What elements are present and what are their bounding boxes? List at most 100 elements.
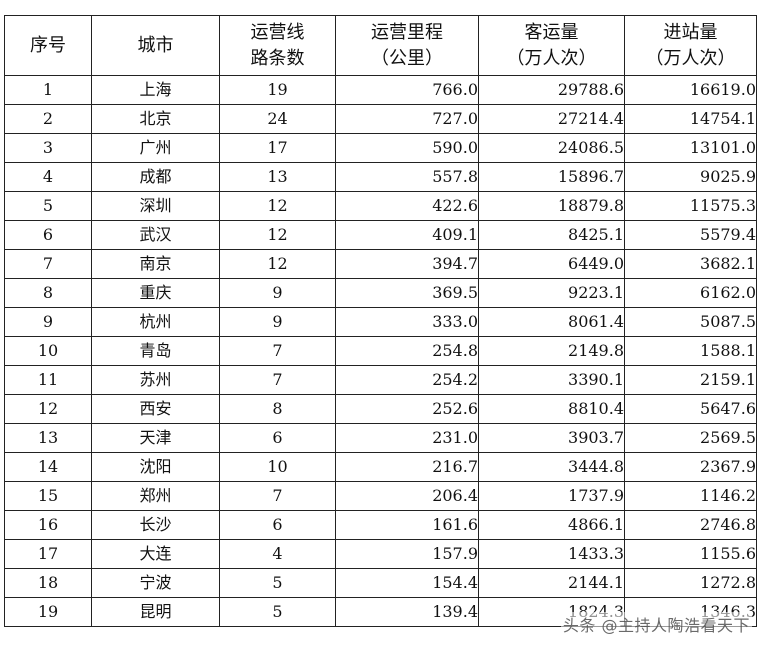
cell-index: 11	[4, 365, 92, 395]
cell-entries: 2569.5	[624, 423, 757, 453]
cell-entries: 13101.0	[624, 133, 757, 163]
cell-entries: 6162.0	[624, 278, 757, 308]
header-mileage: 运营里程 （公里）	[335, 15, 479, 76]
table-row: 16 长沙 6 161.6 4866.1 2746.8	[4, 510, 757, 540]
header-entries: 进站量 （万人次）	[624, 15, 757, 76]
cell-passengers: 27214.4	[478, 104, 625, 134]
cell-mileage: 206.4	[335, 481, 479, 511]
cell-city: 南京	[91, 249, 220, 279]
cell-entries: 1588.1	[624, 336, 757, 366]
cell-index: 3	[4, 133, 92, 163]
cell-line-count: 12	[219, 249, 336, 279]
cell-entries: 5579.4	[624, 220, 757, 250]
cell-city: 天津	[91, 423, 220, 453]
cell-mileage: 422.6	[335, 191, 479, 221]
header-passengers: 客运量 （万人次）	[478, 15, 625, 76]
table-row: 8 重庆 9 369.5 9223.1 6162.0	[4, 278, 757, 308]
cell-index: 17	[4, 539, 92, 569]
cell-passengers: 6449.0	[478, 249, 625, 279]
header-line-count-line-2: 路条数	[250, 47, 305, 69]
cell-mileage: 766.0	[335, 75, 479, 105]
cell-mileage: 394.7	[335, 249, 479, 279]
cell-city: 郑州	[91, 481, 220, 511]
cell-passengers: 3444.8	[478, 452, 625, 482]
cell-mileage: 254.8	[335, 336, 479, 366]
cell-city: 宁波	[91, 568, 220, 598]
cell-line-count: 19	[219, 75, 336, 105]
table-row: 15 郑州 7 206.4 1737.9 1146.2	[4, 481, 757, 511]
cell-index: 6	[4, 220, 92, 250]
cell-mileage: 161.6	[335, 510, 479, 540]
cell-passengers: 24086.5	[478, 133, 625, 163]
cell-index: 10	[4, 336, 92, 366]
cell-passengers: 29788.6	[478, 75, 625, 105]
cell-index: 13	[4, 423, 92, 453]
cell-line-count: 24	[219, 104, 336, 134]
table-row: 13 天津 6 231.0 3903.7 2569.5	[4, 423, 757, 453]
cell-index: 18	[4, 568, 92, 598]
cell-passengers: 1433.3	[478, 539, 625, 569]
header-mileage-line-1: 运营里程	[371, 21, 443, 43]
cell-line-count: 5	[219, 568, 336, 598]
header-index: 序号	[4, 15, 92, 76]
cell-index: 2	[4, 104, 92, 134]
cell-city: 杭州	[91, 307, 220, 337]
cell-passengers: 2149.8	[478, 336, 625, 366]
table-row: 11 苏州 7 254.2 3390.1 2159.1	[4, 365, 757, 395]
cell-line-count: 5	[219, 597, 336, 627]
cell-city: 沈阳	[91, 452, 220, 482]
table-row: 9 杭州 9 333.0 8061.4 5087.5	[4, 307, 757, 337]
table-row: 5 深圳 12 422.6 18879.8 11575.3	[4, 191, 757, 221]
header-city-line-1: 城市	[137, 34, 174, 56]
cell-line-count: 12	[219, 220, 336, 250]
cell-city: 长沙	[91, 510, 220, 540]
cell-mileage: 157.9	[335, 539, 479, 569]
cell-city: 大连	[91, 539, 220, 569]
cell-entries: 11575.3	[624, 191, 757, 221]
cell-line-count: 6	[219, 423, 336, 453]
cell-entries: 2159.1	[624, 365, 757, 395]
cell-city: 深圳	[91, 191, 220, 221]
header-row: 序号 城市 运营线路条数 运营里程 （公里） 客运量 （万人次） 进站量 （万人次）	[4, 15, 757, 76]
cell-passengers: 2144.1	[478, 568, 625, 598]
metro-statistics-table: 序号 城市 运营线 路条数 运营里程 （公里） 客运量 （万人次） 进站量 （万人次） …	[4, 15, 757, 627]
header-city: 城市	[91, 15, 220, 76]
cell-mileage: 231.0	[335, 423, 479, 453]
table-row: 6 武汉 12 409.1 8425.1 5579.4	[4, 220, 757, 250]
cell-city: 重庆	[91, 278, 220, 308]
cell-index: 16	[4, 510, 92, 540]
cell-line-count: 6	[219, 510, 336, 540]
table-row: 3 广州 17 590.0 24086.5 13101.0	[4, 133, 757, 163]
cell-passengers: 8810.4	[478, 394, 625, 424]
table-header: 序号 城市 运营线路条数 运营里程 （公里） 客运量 （万人次） 进站量 （万人次）	[4, 15, 757, 76]
cell-city: 北京	[91, 104, 220, 134]
header-entries-line-2: （万人次）	[645, 47, 736, 69]
cell-city: 成都	[91, 162, 220, 192]
cell-city: 昆明	[91, 597, 220, 627]
cell-index: 15	[4, 481, 92, 511]
cell-passengers: 1737.9	[478, 481, 625, 511]
header-line-count-line-1: 运营线	[250, 21, 305, 43]
cell-city: 广州	[91, 133, 220, 163]
cell-entries: 2367.9	[624, 452, 757, 482]
cell-line-count: 12	[219, 191, 336, 221]
watermark: 头条 @主持人陶浩看天下	[560, 612, 752, 636]
table-row: 10 青岛 7 254.8 2149.8 1588.1	[4, 336, 757, 366]
cell-entries: 1155.6	[624, 539, 757, 569]
header-index-line-1: 序号	[30, 34, 66, 56]
cell-mileage: 139.4	[335, 597, 479, 627]
cell-entries: 3682.1	[624, 249, 757, 279]
table-row: 7 南京 12 394.7 6449.0 3682.1	[4, 249, 757, 279]
cell-line-count: 7	[219, 336, 336, 366]
cell-city: 西安	[91, 394, 220, 424]
cell-line-count: 7	[219, 481, 336, 511]
cell-mileage: 333.0	[335, 307, 479, 337]
header-passengers-line-2: （万人次）	[506, 47, 597, 69]
table-row: 12 西安 8 252.6 8810.4 5647.6	[4, 394, 757, 424]
header-entries-line-1: 进站量	[663, 21, 718, 43]
cell-index: 4	[4, 162, 92, 192]
cell-index: 9	[4, 307, 92, 337]
cell-city: 青岛	[91, 336, 220, 366]
cell-line-count: 8	[219, 394, 336, 424]
